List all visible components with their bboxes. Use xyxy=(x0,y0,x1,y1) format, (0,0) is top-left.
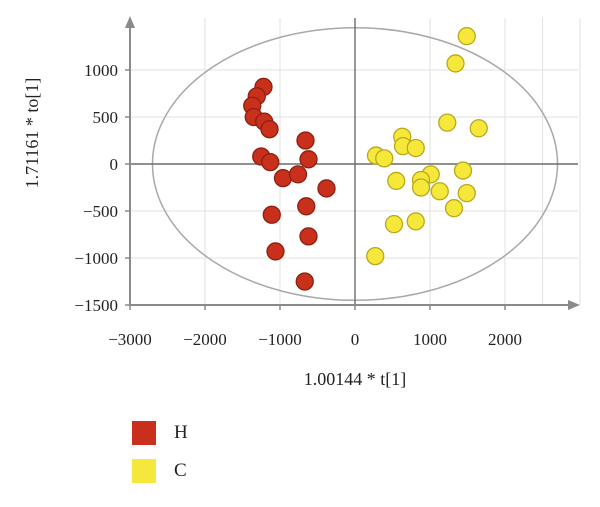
data-point-h xyxy=(299,150,318,169)
y-tick-label: 0 xyxy=(110,155,119,174)
data-point-c xyxy=(453,161,473,180)
data-point-c xyxy=(438,113,457,132)
data-point-h xyxy=(296,131,315,150)
data-point-c xyxy=(366,246,385,266)
data-point-h xyxy=(266,242,285,261)
data-point-h xyxy=(261,152,280,172)
data-point-c xyxy=(446,54,465,73)
x-tick-label: −2000 xyxy=(183,330,227,349)
data-point-h xyxy=(260,120,279,139)
data-point-c xyxy=(457,27,476,46)
data-point-c xyxy=(387,171,406,191)
legend-item-h: H xyxy=(132,420,188,446)
legend-item-c: C xyxy=(132,458,187,484)
data-point-c xyxy=(469,119,488,138)
y-tick-label: 500 xyxy=(93,108,119,127)
data-point-c xyxy=(406,138,425,158)
y-axis-arrow xyxy=(125,16,135,28)
data-point-h xyxy=(262,205,281,224)
data-point-h xyxy=(273,168,293,188)
data-point-c xyxy=(444,199,464,218)
x-tick-label: −3000 xyxy=(108,330,152,349)
data-point-h xyxy=(317,179,336,198)
data-point-c xyxy=(457,183,476,203)
legend-swatch-h xyxy=(132,421,156,445)
x-axis-title: 1.00144 * t[1] xyxy=(304,369,407,389)
x-tick-label: 2000 xyxy=(488,330,522,349)
data-points xyxy=(243,27,488,291)
y-tick-label: −500 xyxy=(83,202,118,221)
data-point-c xyxy=(384,215,404,234)
y-tick-label: 1000 xyxy=(84,61,118,80)
plot-area xyxy=(130,18,578,305)
data-point-h xyxy=(295,272,314,291)
data-point-h xyxy=(299,227,318,246)
y-axis-title: 1.71161 * to[1] xyxy=(22,78,42,189)
data-point-c xyxy=(411,178,431,197)
legend-label-h: H xyxy=(174,422,188,443)
data-point-h xyxy=(297,197,316,216)
legend-swatch-c xyxy=(132,459,156,483)
y-tick-label: −1500 xyxy=(74,296,118,315)
x-tick-label: 1000 xyxy=(413,330,447,349)
data-point-c xyxy=(430,182,449,201)
y-tick-label: −1000 xyxy=(74,249,118,268)
data-point-h xyxy=(288,165,308,184)
legend-label-c: C xyxy=(174,460,187,481)
x-axis-arrow xyxy=(568,300,580,310)
axes xyxy=(125,16,580,310)
scatter-plot: −3000 −2000 −1000 0 1000 2000 −1500 −1000 −500 0 5… xyxy=(22,16,581,389)
x-tick-label: 0 xyxy=(351,330,360,349)
tick-labels: −3000 −2000 −1000 0 1000 2000 −1500 −1000 −500 0 5… xyxy=(74,61,522,349)
x-tick-label: −1000 xyxy=(258,330,302,349)
data-point-c xyxy=(375,149,394,168)
data-point-c xyxy=(406,212,425,231)
